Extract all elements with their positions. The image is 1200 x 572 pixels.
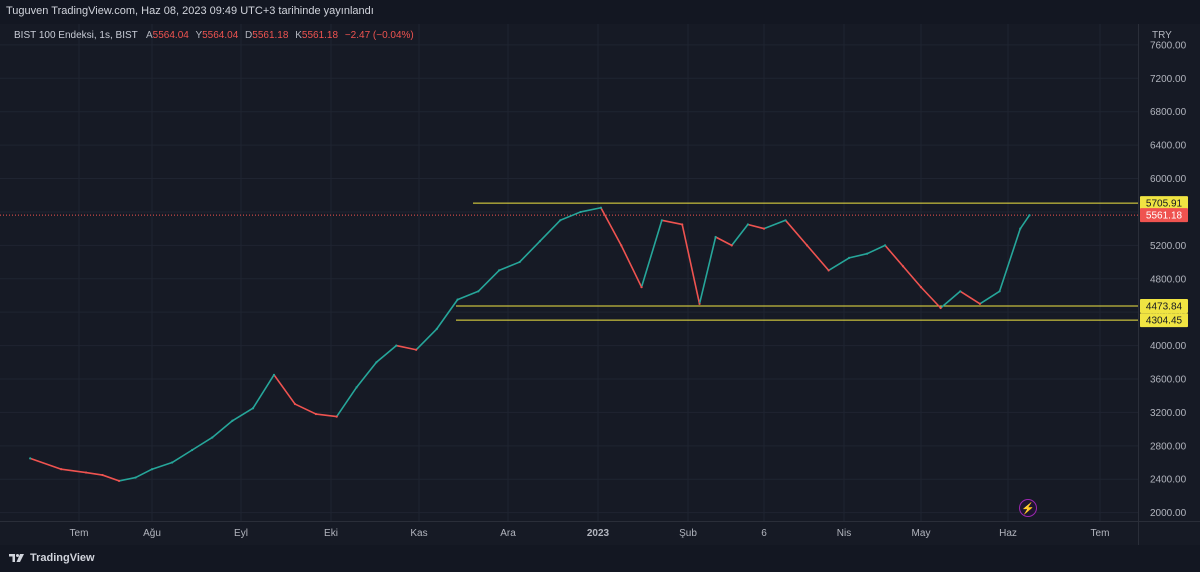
axis-corner [1138, 521, 1200, 546]
footer: TradingView [0, 545, 1200, 572]
tradingview-brand[interactable]: TradingView [8, 552, 95, 564]
chart-legend: BIST 100 Endeksi, 1s, BIST A5564.04 Y556… [14, 30, 414, 41]
chart-area[interactable] [0, 24, 1138, 521]
currency-label[interactable]: TRY [1152, 30, 1172, 41]
legend-high-value: 5564.04 [202, 30, 239, 41]
legend-change: −2.47 (−0.04%) [344, 30, 414, 41]
lightning-icon[interactable]: ⚡ [1019, 499, 1037, 517]
brand-name: TradingView [30, 552, 95, 564]
legend-close-label: K [295, 30, 302, 41]
legend-high-label: Y [195, 30, 203, 41]
price-axis[interactable] [1138, 24, 1200, 521]
legend-low-value: 5561.18 [252, 30, 289, 41]
time-axis[interactable] [0, 521, 1138, 546]
publish-info: Tuguven TradingView.com, Haz 08, 2023 09… [6, 5, 374, 17]
tradingview-logo-icon [9, 554, 24, 562]
legend-close-value: 5561.18 [301, 30, 339, 41]
legend-open-value: 5564.04 [152, 30, 189, 41]
legend-low-label: D [245, 30, 253, 41]
top-bar: Tuguven TradingView.com, Haz 08, 2023 09… [0, 0, 1200, 24]
legend-symbol[interactable]: BIST 100 Endeksi, 1s, BIST [14, 30, 138, 41]
legend-open-label: A [146, 30, 153, 41]
